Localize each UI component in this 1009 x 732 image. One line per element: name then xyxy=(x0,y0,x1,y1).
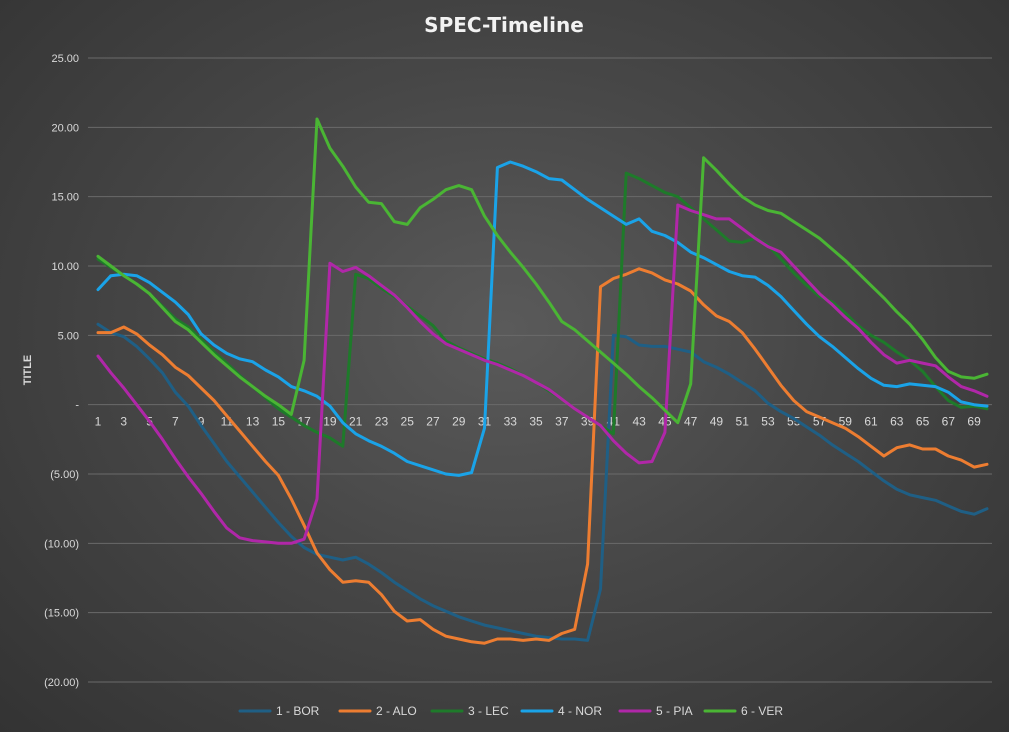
x-tick-label: 33 xyxy=(504,415,518,429)
x-tick-label: 19 xyxy=(323,415,337,429)
legend-entry: 3 - LEC xyxy=(468,704,509,718)
legend-entry: 5 - PIA xyxy=(656,704,693,718)
x-tick-label: 23 xyxy=(375,415,389,429)
legend-entry: 1 - BOR xyxy=(276,704,320,718)
series-line-5 xyxy=(96,203,989,545)
x-tick-label: 67 xyxy=(942,415,956,429)
x-tick-label: 13 xyxy=(246,415,260,429)
x-tick-label: 63 xyxy=(890,415,904,429)
series-line-1 xyxy=(96,322,989,642)
x-tick-label: 7 xyxy=(172,415,179,429)
series-lines xyxy=(96,117,989,645)
y-tick-label: - xyxy=(75,400,79,412)
series-line-4 xyxy=(96,160,989,477)
x-tick-label: 69 xyxy=(967,415,981,429)
chart-title: SPEC-Timeline xyxy=(424,13,584,37)
y-axis-title: TITLE xyxy=(22,355,34,386)
y-tick-label: (15.00) xyxy=(44,608,79,620)
x-tick-label: 49 xyxy=(710,415,724,429)
legend-entry: 6 - VER xyxy=(741,704,783,718)
y-tick-label: 15.00 xyxy=(51,192,79,204)
y-axis-tick-labels: 25.00 20.00 15.00 10.00 5.00 - (5.00) (10.00) (1… xyxy=(44,53,79,689)
legend-entry: 4 - NOR xyxy=(558,704,602,718)
x-tick-label: 43 xyxy=(632,415,646,429)
x-tick-label: 61 xyxy=(864,415,878,429)
y-tick-label: 20.00 xyxy=(51,122,79,134)
x-tick-label: 15 xyxy=(272,415,286,429)
gridlines xyxy=(88,57,992,683)
x-tick-label: 1 xyxy=(95,415,102,429)
x-tick-label: 51 xyxy=(736,415,750,429)
x-tick-label: 47 xyxy=(684,415,698,429)
y-tick-label: 5.00 xyxy=(58,330,79,342)
x-tick-label: 27 xyxy=(426,415,440,429)
x-tick-label: 65 xyxy=(916,415,930,429)
x-tick-label: 3 xyxy=(120,415,127,429)
x-tick-label: 21 xyxy=(349,415,363,429)
x-tick-label: 29 xyxy=(452,415,466,429)
x-tick-label: 25 xyxy=(401,415,415,429)
x-tick-label: 53 xyxy=(761,415,775,429)
series-line-6 xyxy=(96,117,989,425)
series-line-3 xyxy=(96,171,989,448)
series-line-2 xyxy=(96,267,989,645)
legend-entry: 2 - ALO xyxy=(376,704,417,718)
legend: 1 - BOR 2 - ALO 3 - LEC 4 - NOR 5 - PIA 6 - V… xyxy=(238,704,783,718)
x-tick-label: 37 xyxy=(555,415,569,429)
y-tick-label: (10.00) xyxy=(44,538,79,550)
y-tick-label: (20.00) xyxy=(44,677,79,689)
y-tick-label: 25.00 xyxy=(51,53,79,65)
y-tick-label: 10.00 xyxy=(51,261,79,273)
y-tick-label: (5.00) xyxy=(50,469,79,481)
x-tick-label: 59 xyxy=(839,415,853,429)
x-tick-label: 35 xyxy=(529,415,543,429)
x-tick-label: 9 xyxy=(198,415,205,429)
